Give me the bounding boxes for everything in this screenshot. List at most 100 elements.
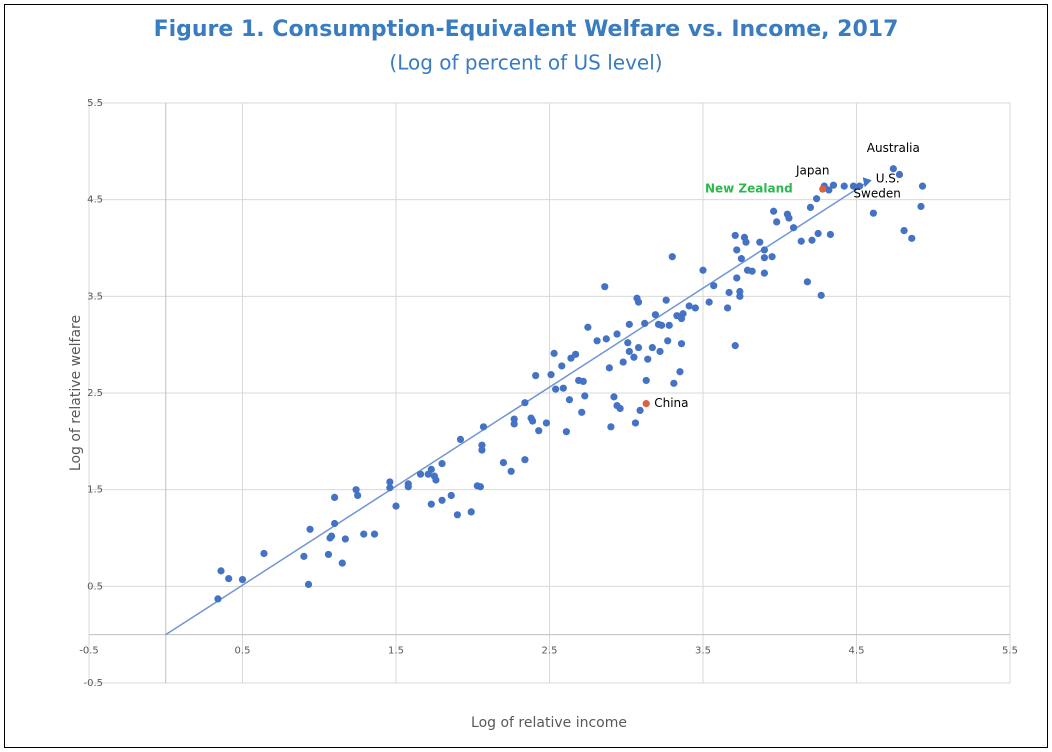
point — [238, 575, 247, 584]
point — [217, 567, 225, 575]
point — [584, 323, 592, 331]
point — [676, 368, 684, 376]
point — [760, 254, 769, 262]
point — [631, 419, 640, 427]
reference-line — [165, 182, 867, 636]
point — [644, 355, 652, 363]
point-label: New Zealand — [705, 182, 793, 196]
x-axis-label: Log of relative income — [471, 715, 627, 731]
point — [642, 400, 650, 408]
point-label: Australia — [867, 141, 920, 155]
point — [507, 467, 515, 475]
y-tick-label: 0.5 — [87, 581, 103, 592]
x-tick-label: 1.5 — [388, 646, 404, 657]
point — [733, 246, 741, 254]
point — [571, 350, 580, 358]
point — [499, 459, 508, 467]
point — [742, 238, 750, 246]
point — [855, 182, 864, 190]
point — [869, 209, 877, 217]
point — [432, 476, 440, 484]
point — [710, 282, 718, 290]
point — [731, 342, 739, 350]
x-tick-label: 3.5 — [695, 646, 711, 657]
point — [819, 185, 827, 193]
point — [581, 392, 589, 400]
point — [768, 253, 776, 261]
point — [731, 231, 739, 240]
point — [542, 419, 551, 427]
point — [616, 404, 624, 413]
point — [438, 496, 446, 504]
point — [510, 420, 518, 428]
point — [427, 500, 435, 508]
point — [760, 246, 769, 254]
point — [785, 214, 793, 222]
point — [558, 362, 566, 370]
point — [829, 181, 838, 189]
point — [306, 525, 314, 533]
point — [467, 508, 475, 516]
point — [476, 483, 485, 491]
point — [593, 337, 601, 345]
point — [602, 335, 610, 343]
chart-subtitle: (Log of percent of US level) — [389, 51, 662, 75]
point — [812, 195, 821, 203]
point — [840, 182, 848, 190]
x-tick-label: 4.5 — [849, 646, 865, 657]
point — [665, 321, 673, 329]
point — [324, 550, 333, 559]
point — [535, 427, 543, 435]
point — [641, 319, 649, 327]
point — [908, 234, 916, 242]
point — [565, 396, 574, 404]
point — [579, 377, 587, 385]
point — [327, 532, 336, 540]
point — [789, 224, 798, 232]
point — [438, 459, 446, 468]
point — [664, 337, 672, 345]
point — [889, 165, 897, 173]
point — [634, 298, 643, 306]
point — [803, 278, 811, 286]
point — [900, 227, 908, 235]
point — [770, 207, 778, 215]
point — [685, 302, 693, 310]
point — [691, 304, 699, 312]
point — [521, 399, 529, 407]
point — [657, 321, 666, 329]
frame — [4, 4, 1048, 748]
point — [725, 288, 733, 297]
point — [797, 237, 805, 245]
point — [354, 491, 362, 500]
x-tick-label: 5.5 — [1002, 646, 1018, 657]
point — [456, 435, 465, 443]
point — [392, 502, 400, 510]
point — [736, 292, 744, 300]
x-tick-label: -0.5 — [79, 646, 99, 657]
point — [642, 376, 650, 385]
point — [748, 267, 756, 275]
point — [331, 519, 339, 528]
point-label: Sweden — [853, 187, 900, 201]
point — [427, 465, 435, 473]
point — [825, 186, 833, 194]
y-tick-label: 3.5 — [87, 291, 103, 302]
y-tick-label: -0.5 — [83, 678, 103, 689]
point — [826, 230, 835, 239]
y-tick-label: 4.5 — [87, 195, 103, 206]
point — [636, 406, 644, 414]
point — [737, 255, 745, 263]
x-tick-label: 2.5 — [542, 646, 558, 657]
point — [562, 428, 570, 436]
point — [733, 274, 741, 282]
point — [808, 236, 816, 244]
point — [625, 347, 633, 356]
point — [404, 483, 412, 491]
point — [619, 358, 627, 366]
point — [479, 423, 488, 431]
point — [677, 340, 686, 348]
chart-title: Figure 1. Consumption-Equivalent Welfare… — [154, 17, 899, 42]
point — [895, 170, 904, 179]
